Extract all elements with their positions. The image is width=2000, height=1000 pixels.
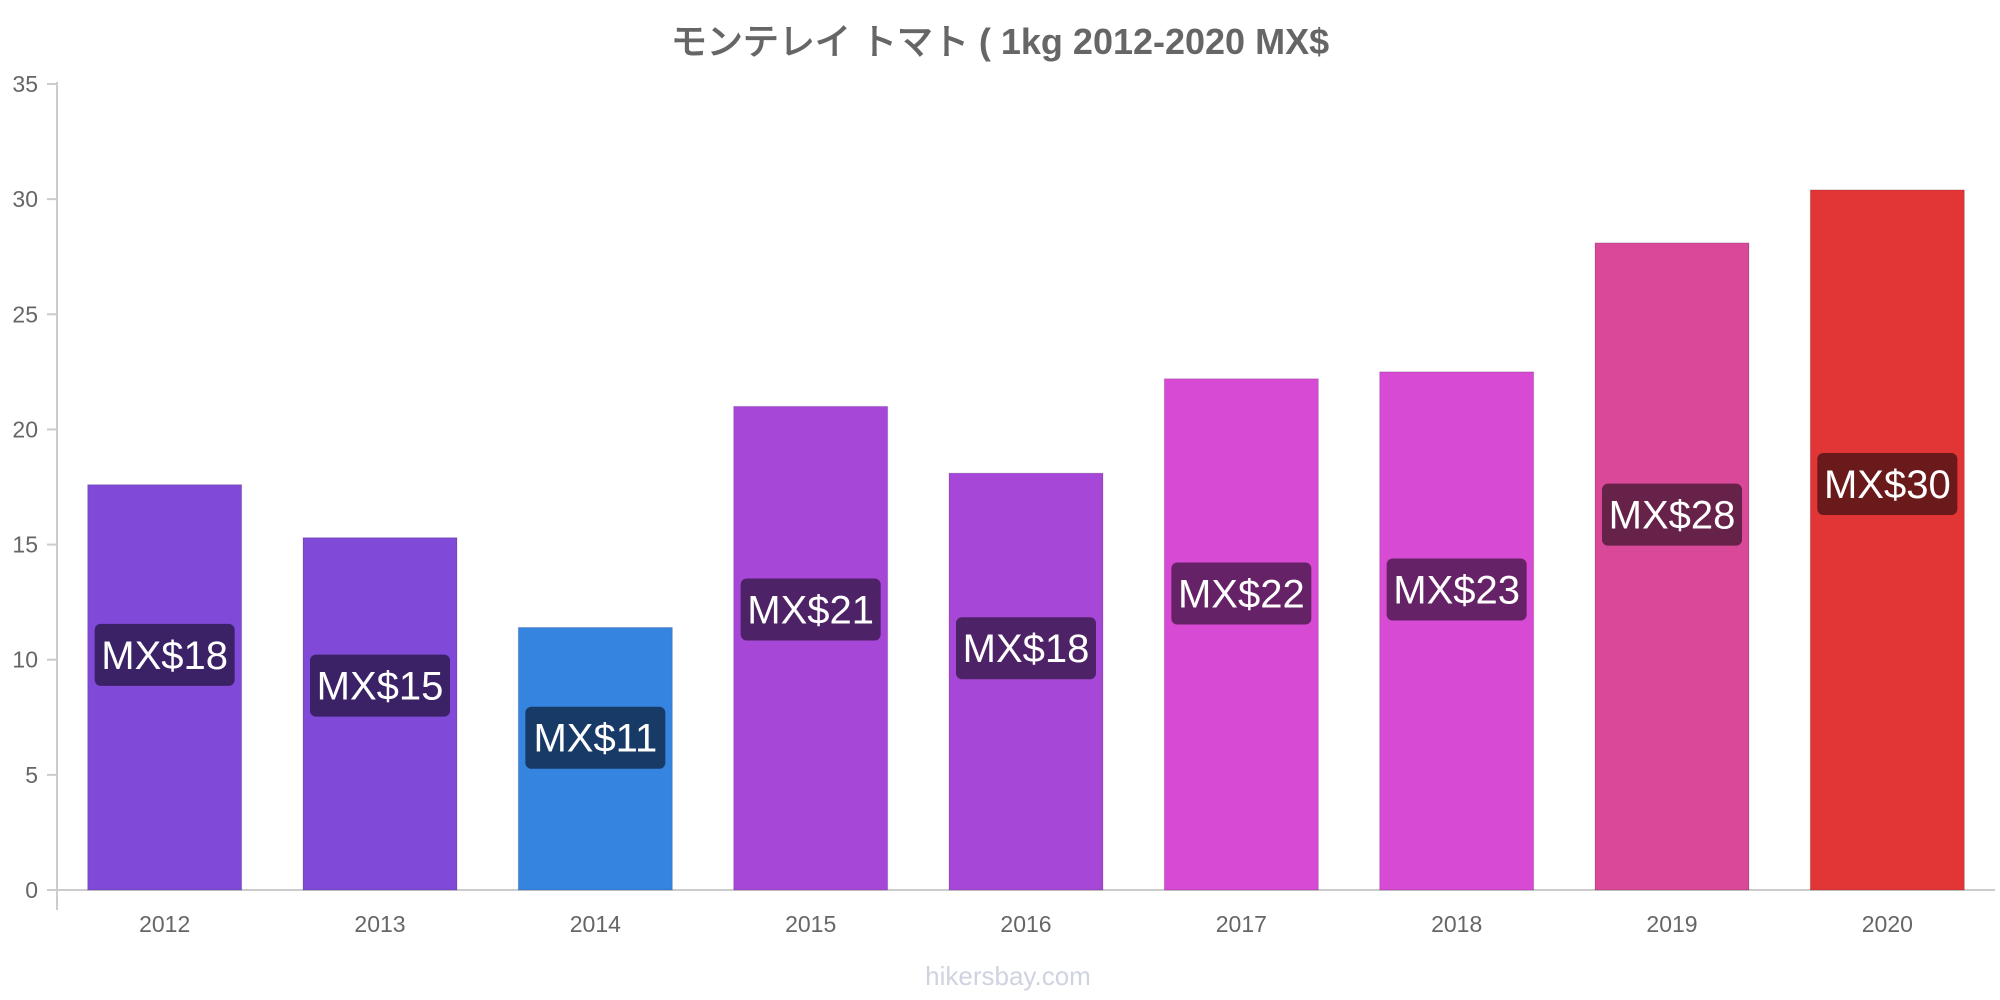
data-label: MX$11 xyxy=(533,717,657,761)
y-tick-label: 25 xyxy=(12,301,38,327)
bar xyxy=(948,472,1104,891)
data-label: MX$28 xyxy=(1609,494,1736,538)
bar xyxy=(1379,371,1535,891)
data-label-background xyxy=(1171,562,1312,625)
data-label-background xyxy=(310,654,450,717)
x-tick-label: 2016 xyxy=(1000,911,1051,937)
y-tick-label: 0 xyxy=(25,877,38,903)
data-label: MX$22 xyxy=(1178,572,1305,616)
x-tick-label: 2012 xyxy=(139,911,190,937)
y-tick-label: 30 xyxy=(12,186,38,212)
data-label: MX$15 xyxy=(317,665,444,709)
chart-title: モンテレイ トマト ( 1kg 2012-2020 MX$ xyxy=(671,21,1329,62)
data-label-background xyxy=(525,706,666,769)
x-axis-ticks: 2012 2013 2014 2015 2016 2017 2018 2019 2020 xyxy=(139,911,1913,937)
y-tick-label: 5 xyxy=(25,762,38,788)
data-label: MX$30 xyxy=(1824,463,1951,507)
x-tick-label: 2013 xyxy=(354,911,405,937)
bar xyxy=(87,484,243,891)
x-tick-label: 2014 xyxy=(570,911,621,937)
data-label-background xyxy=(740,578,881,641)
y-tick-label: 10 xyxy=(12,647,38,673)
bar xyxy=(1163,378,1319,891)
y-tick-label: 20 xyxy=(12,416,38,442)
data-label: MX$18 xyxy=(101,634,228,678)
bar xyxy=(1809,189,1965,891)
data-label: MX$18 xyxy=(963,627,1090,671)
y-tick-label: 35 xyxy=(12,71,38,97)
data-label: MX$23 xyxy=(1393,568,1520,612)
data-label-background xyxy=(1602,483,1742,546)
data-label-background xyxy=(1386,558,1527,621)
source-watermark: hikersbay.com xyxy=(925,961,1091,991)
bars-group: MX$18 MX$15 MX$11 MX$21 MX$18 MX$22 MX$23 MX$28… xyxy=(87,189,1965,891)
x-tick-label: 2020 xyxy=(1862,911,1913,937)
x-tick-label: 2015 xyxy=(785,911,836,937)
data-label-background xyxy=(94,623,235,686)
x-tick-label: 2019 xyxy=(1646,911,1697,937)
y-tick-label: 15 xyxy=(12,532,38,558)
bar xyxy=(733,405,889,891)
y-axis-ticks: 0 5 10 15 20 25 30 35 xyxy=(12,71,57,903)
data-label-background xyxy=(1817,452,1958,515)
x-tick-label: 2018 xyxy=(1431,911,1482,937)
x-tick-label: 2017 xyxy=(1216,911,1267,937)
bar xyxy=(1594,242,1750,891)
data-label-background xyxy=(956,617,1096,680)
data-label: MX$21 xyxy=(747,589,874,633)
